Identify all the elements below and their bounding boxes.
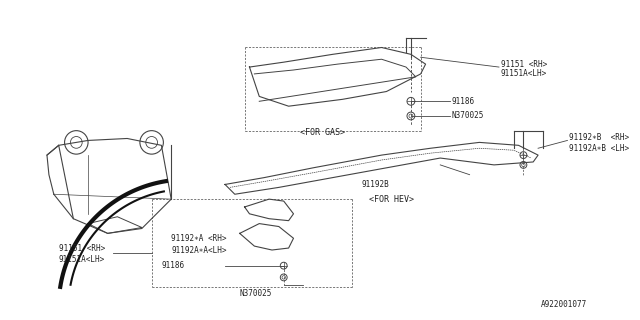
Text: 91151A<LH>: 91151A<LH> [59, 255, 105, 264]
Text: N370025: N370025 [240, 289, 272, 298]
Text: A922001077: A922001077 [541, 300, 587, 309]
Text: <FOR HEV>: <FOR HEV> [369, 195, 414, 204]
Text: <FOR GAS>: <FOR GAS> [300, 128, 346, 137]
Text: 91186: 91186 [452, 97, 475, 106]
Text: 91192B: 91192B [362, 180, 390, 189]
Text: 91192∗B  <RH>: 91192∗B <RH> [570, 133, 630, 142]
Text: N370025: N370025 [452, 111, 484, 120]
Text: 91186: 91186 [161, 261, 184, 270]
Text: 91192A∗A<LH>: 91192A∗A<LH> [172, 245, 227, 254]
Text: 91151 <RH>: 91151 <RH> [59, 244, 105, 252]
Text: 91192∗A <RH>: 91192∗A <RH> [172, 234, 227, 243]
Text: 91151 <RH>: 91151 <RH> [501, 60, 547, 68]
Text: 91151A<LH>: 91151A<LH> [501, 69, 547, 78]
Text: 91192A∗B <LH>: 91192A∗B <LH> [570, 144, 630, 153]
